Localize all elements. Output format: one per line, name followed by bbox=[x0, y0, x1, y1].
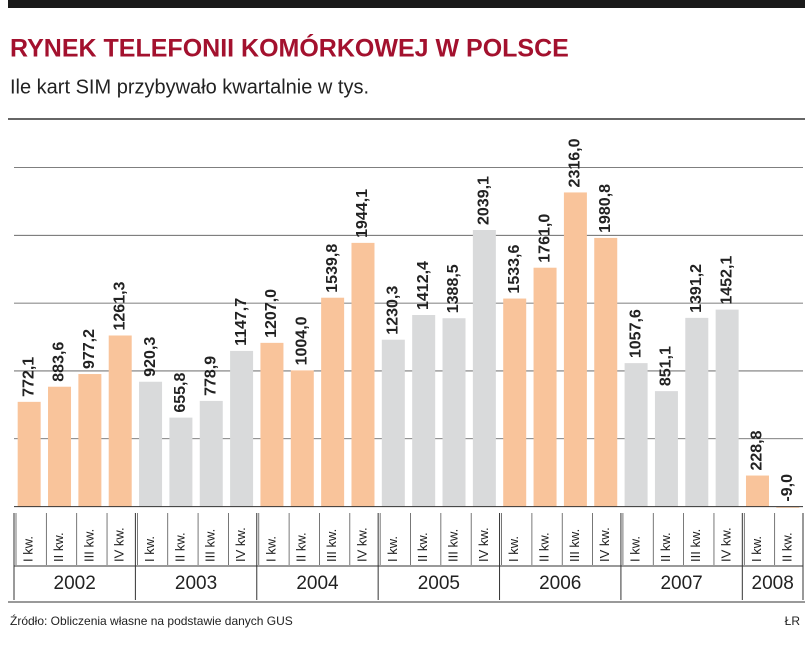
value-label: 883,6 bbox=[51, 342, 68, 382]
year-label: 2008 bbox=[752, 573, 794, 594]
x-tick-label: II kw. bbox=[51, 532, 66, 562]
x-tick-label: II kw. bbox=[779, 532, 794, 562]
bar bbox=[776, 506, 800, 508]
x-tick-label: I kw. bbox=[21, 536, 36, 562]
x-tick-label: IV kw. bbox=[112, 527, 127, 562]
bar bbox=[594, 237, 618, 507]
year-label: 2007 bbox=[660, 573, 702, 594]
value-label: 2316,0 bbox=[567, 138, 584, 187]
bar bbox=[351, 242, 375, 507]
value-label: 1230,3 bbox=[385, 286, 402, 335]
bar bbox=[230, 350, 254, 507]
x-tick-label: I kw. bbox=[385, 536, 400, 562]
value-label: 1761,0 bbox=[536, 214, 553, 263]
x-tick-label: II kw. bbox=[172, 532, 187, 562]
bar bbox=[563, 192, 587, 507]
chart-subtitle: Ile kart SIM przybywało kwartalnie w tys… bbox=[10, 76, 369, 98]
bar bbox=[169, 417, 193, 507]
bar bbox=[48, 386, 72, 507]
bar bbox=[260, 342, 284, 507]
x-tick-label: II kw. bbox=[658, 532, 673, 562]
bar bbox=[412, 314, 436, 507]
x-tick-label: I kw. bbox=[506, 536, 521, 562]
x-tick-label: IV kw. bbox=[233, 527, 248, 562]
x-tick-label: III kw. bbox=[688, 529, 703, 562]
bar bbox=[381, 339, 405, 507]
x-tick-label: II kw. bbox=[536, 532, 551, 562]
value-label: 655,8 bbox=[172, 372, 189, 412]
value-label: 1207,0 bbox=[263, 289, 280, 338]
value-label: 1147,7 bbox=[233, 298, 250, 346]
x-tick-label: I kw. bbox=[628, 536, 643, 562]
bar bbox=[745, 475, 769, 507]
value-label: 1539,8 bbox=[324, 244, 341, 293]
bar bbox=[78, 374, 102, 507]
bar bbox=[715, 309, 739, 507]
x-tick-label: I kw. bbox=[749, 536, 764, 562]
bar bbox=[139, 381, 163, 507]
x-tick-label: I kw. bbox=[142, 536, 157, 562]
top-bar bbox=[8, 0, 805, 8]
value-label: 1261,3 bbox=[111, 281, 128, 330]
year-label: 2004 bbox=[296, 573, 339, 594]
bar bbox=[503, 298, 527, 507]
chart-title: RYNEK TELEFONII KOMÓRKOWEJ W POLSCE bbox=[10, 33, 569, 63]
value-label: -9,0 bbox=[779, 474, 796, 502]
value-label: 920,3 bbox=[142, 337, 159, 377]
value-label: 2039,1 bbox=[476, 176, 493, 225]
bar bbox=[654, 391, 678, 507]
x-tick-label: IV kw. bbox=[719, 527, 734, 562]
bar bbox=[290, 370, 314, 507]
x-tick-label: III kw. bbox=[567, 529, 582, 562]
bar bbox=[533, 267, 557, 507]
value-label: 1391,2 bbox=[688, 264, 705, 313]
year-label: 2006 bbox=[539, 573, 581, 594]
x-tick-label: I kw. bbox=[263, 536, 278, 562]
value-label: 851,1 bbox=[658, 346, 675, 386]
bar bbox=[17, 401, 41, 507]
value-label: 1533,6 bbox=[506, 245, 523, 294]
bar bbox=[108, 335, 132, 507]
bar bbox=[199, 400, 223, 507]
x-tick-label: II kw. bbox=[294, 532, 309, 562]
value-label: 1980,8 bbox=[597, 184, 614, 233]
x-tick-label: III kw. bbox=[203, 529, 218, 562]
year-label: 2002 bbox=[54, 573, 96, 594]
bar bbox=[624, 363, 648, 507]
value-label: 1388,5 bbox=[445, 264, 462, 313]
x-tick-label: III kw. bbox=[324, 529, 339, 562]
value-label: 977,2 bbox=[81, 329, 98, 369]
value-label: 1412,4 bbox=[415, 261, 432, 310]
value-label: 1944,1 bbox=[354, 189, 371, 238]
value-label: 228,8 bbox=[749, 430, 766, 470]
source: Źródło: Obliczenia własne na podstawie d… bbox=[10, 613, 293, 628]
x-tick-label: IV kw. bbox=[354, 527, 369, 562]
x-tick-label: III kw. bbox=[81, 529, 96, 562]
x-tick-label: III kw. bbox=[445, 529, 460, 562]
credit: ŁR bbox=[785, 614, 801, 628]
value-label: 1452,1 bbox=[718, 256, 735, 305]
bar bbox=[321, 297, 345, 507]
bar bbox=[442, 318, 466, 507]
value-label: 772,1 bbox=[20, 357, 37, 397]
value-label: 778,9 bbox=[202, 356, 219, 396]
value-label: 1057,6 bbox=[627, 309, 644, 358]
bar bbox=[685, 317, 709, 507]
bar bbox=[472, 229, 496, 507]
x-tick-label: II kw. bbox=[415, 532, 430, 562]
value-label: 1004,0 bbox=[294, 316, 311, 365]
x-tick-label: IV kw. bbox=[476, 527, 491, 562]
year-label: 2003 bbox=[175, 573, 217, 594]
x-tick-label: IV kw. bbox=[597, 527, 612, 562]
year-label: 2005 bbox=[418, 573, 460, 594]
